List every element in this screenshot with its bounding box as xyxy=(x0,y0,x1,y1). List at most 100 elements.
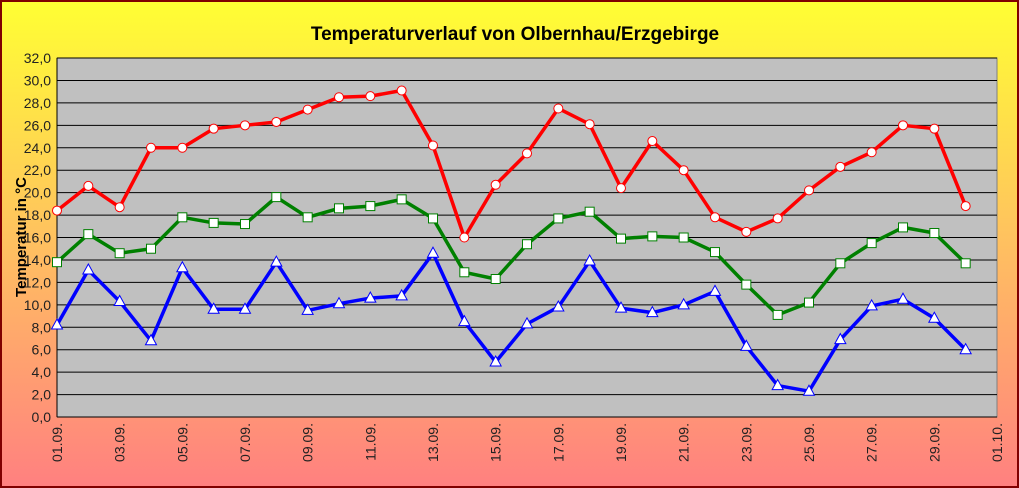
point xyxy=(52,257,62,268)
x-tick-label: 15.09. xyxy=(488,423,504,462)
point xyxy=(83,229,94,240)
point xyxy=(271,116,282,127)
point xyxy=(927,311,941,323)
point xyxy=(584,206,595,217)
point xyxy=(302,212,313,223)
y-tick-label: 22,0 xyxy=(24,162,51,178)
point xyxy=(677,297,691,310)
point xyxy=(959,342,973,355)
point xyxy=(678,165,689,176)
point xyxy=(365,91,376,102)
point xyxy=(396,194,407,205)
point xyxy=(833,332,847,345)
point xyxy=(334,203,344,214)
y-tick-label: 26,0 xyxy=(24,117,51,133)
point xyxy=(114,202,125,213)
point xyxy=(708,284,722,296)
point xyxy=(175,260,189,273)
point xyxy=(898,222,908,233)
point xyxy=(553,213,564,224)
y-tick-label: 6,0 xyxy=(32,342,52,358)
point xyxy=(208,123,219,134)
point xyxy=(898,120,908,131)
y-tick-label: 10,0 xyxy=(24,297,51,313)
point xyxy=(490,274,501,285)
point xyxy=(647,231,658,242)
point xyxy=(457,314,471,327)
y-tick-label: 30,0 xyxy=(24,72,51,88)
point xyxy=(146,243,156,254)
point xyxy=(802,384,816,396)
x-tick-label: 11.09. xyxy=(362,423,378,461)
point xyxy=(804,185,814,196)
y-tick-label: 8,0 xyxy=(32,319,52,335)
y-axis-label: Temperatur in °C xyxy=(13,177,30,297)
point xyxy=(771,378,785,391)
y-tick-label: 18,0 xyxy=(24,207,51,223)
x-tick-label: 13.09. xyxy=(425,423,441,462)
point xyxy=(929,123,940,134)
point xyxy=(616,233,626,244)
chart-title: Temperaturverlauf von Olbernhau/Erzgebir… xyxy=(311,24,719,45)
point xyxy=(960,201,971,212)
x-tick-label: 03.09. xyxy=(112,423,128,462)
point xyxy=(772,213,783,224)
point xyxy=(302,104,313,115)
point xyxy=(960,258,971,269)
point xyxy=(269,255,283,267)
x-tick-label: 25.09. xyxy=(801,423,817,462)
x-tick-label: 01.09. xyxy=(49,423,65,462)
point xyxy=(363,291,377,303)
point xyxy=(50,317,64,330)
point xyxy=(428,140,438,151)
point xyxy=(865,298,879,311)
point xyxy=(459,267,470,278)
point xyxy=(207,302,221,314)
y-tick-label: 20,0 xyxy=(24,185,51,201)
point xyxy=(804,297,814,308)
point xyxy=(144,333,158,346)
point xyxy=(177,142,188,153)
point xyxy=(83,180,94,191)
point xyxy=(551,300,565,312)
y-tick-label: 4,0 xyxy=(32,364,52,380)
point xyxy=(113,294,127,306)
y-tick-label: 24,0 xyxy=(24,140,51,156)
point xyxy=(426,246,440,258)
x-tick-label: 01.10. xyxy=(989,423,1005,462)
point xyxy=(835,161,846,172)
point xyxy=(365,201,376,212)
point xyxy=(238,302,252,314)
point xyxy=(146,142,156,153)
y-tick-label: 2,0 xyxy=(32,387,52,403)
y-tick-label: 28,0 xyxy=(24,95,51,111)
series-line xyxy=(55,195,967,317)
point xyxy=(396,85,407,96)
point xyxy=(772,309,783,320)
series-line xyxy=(55,88,968,240)
point xyxy=(584,119,595,130)
point xyxy=(428,213,438,224)
point xyxy=(332,296,346,309)
point xyxy=(583,254,597,266)
point xyxy=(835,258,846,269)
point xyxy=(741,226,752,237)
y-tick-label: 16,0 xyxy=(24,230,51,246)
point xyxy=(866,147,877,158)
point xyxy=(520,316,534,329)
point xyxy=(678,232,689,243)
point xyxy=(896,292,910,304)
y-tick-label: 32,0 xyxy=(24,50,51,66)
point xyxy=(866,238,877,249)
point xyxy=(459,232,470,243)
point xyxy=(929,228,940,239)
point xyxy=(208,217,219,228)
point xyxy=(710,247,720,258)
x-tick-label: 23.09. xyxy=(738,423,754,462)
point xyxy=(240,120,250,131)
point xyxy=(490,179,501,190)
point xyxy=(81,262,95,275)
point xyxy=(522,239,532,250)
point xyxy=(647,136,658,147)
